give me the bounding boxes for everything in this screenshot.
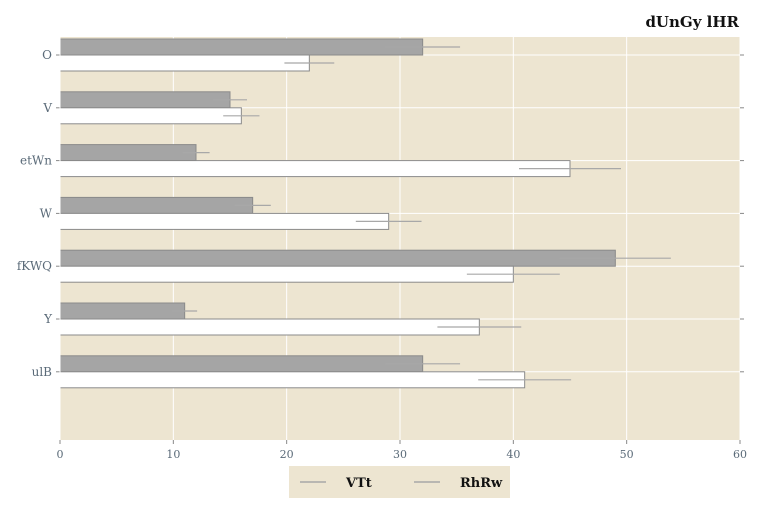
category-label: etWn xyxy=(20,154,52,168)
x-tick-label: 50 xyxy=(620,448,634,461)
bar-VTt-etWn xyxy=(59,144,197,162)
category-label: V xyxy=(42,101,52,115)
bar-RhRw-V xyxy=(59,107,242,125)
category-label: fKWQ xyxy=(17,259,52,273)
category-label: Y xyxy=(43,312,53,326)
bar-VTt-fKWQ xyxy=(59,249,616,267)
chart-title: dUnGy lHR xyxy=(645,13,739,31)
category-label: O xyxy=(42,48,52,62)
bars xyxy=(59,38,616,389)
bar-RhRw-Y xyxy=(59,318,480,336)
x-tick-label: 0 xyxy=(57,448,64,461)
x-tick-label: 60 xyxy=(733,448,747,461)
legend: VTt RhRw xyxy=(289,466,510,498)
bar-VTt-W xyxy=(59,196,254,214)
category-label: W xyxy=(40,206,53,220)
legend-label-series-1: VTt xyxy=(345,476,372,491)
bar-RhRw-fKWQ xyxy=(59,265,514,283)
bar-RhRw-O xyxy=(59,54,310,72)
x-tick-label: 10 xyxy=(166,448,180,461)
x-tick-label: 20 xyxy=(280,448,294,461)
x-tick-label: 40 xyxy=(506,448,520,461)
category-label: ulB xyxy=(32,365,53,379)
x-tick-label: 30 xyxy=(393,448,407,461)
bar-RhRw-etWn xyxy=(59,160,571,178)
legend-label-series-2: RhRw xyxy=(460,476,503,491)
error-bars xyxy=(172,46,671,381)
bar-VTt-Y xyxy=(59,302,186,320)
bar-VTt-O xyxy=(59,38,424,56)
bar-RhRw-ulB xyxy=(59,371,526,389)
bar-VTt-V xyxy=(59,91,231,109)
bar-RhRw-W xyxy=(59,212,390,230)
bar-VTt-ulB xyxy=(59,355,424,373)
